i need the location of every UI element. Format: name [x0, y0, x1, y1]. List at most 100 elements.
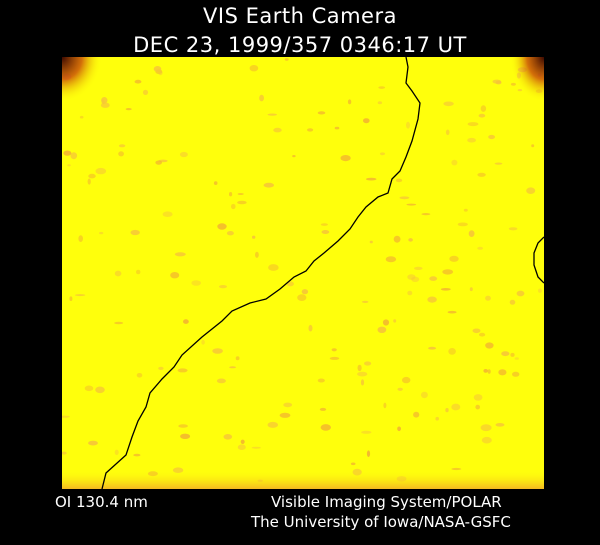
terminator-outline	[101, 57, 421, 489]
speckle	[134, 79, 142, 84]
corner-shading-top-right	[510, 57, 544, 102]
speckle	[364, 361, 372, 366]
speckle	[406, 121, 410, 129]
speckle	[329, 356, 340, 360]
speckle	[320, 424, 331, 431]
speckle	[136, 269, 141, 275]
speckle	[361, 300, 369, 303]
speckle	[377, 101, 383, 105]
speckle	[267, 113, 278, 116]
speckle	[488, 134, 495, 140]
speckle	[449, 255, 459, 262]
speckle	[475, 404, 481, 410]
speckle	[273, 127, 282, 133]
speckle	[317, 111, 326, 115]
speckle	[95, 167, 107, 175]
speckle	[361, 430, 372, 434]
speckle	[408, 238, 413, 242]
speckle	[63, 150, 72, 156]
speckle	[67, 164, 71, 167]
speckle	[477, 246, 484, 250]
speckle	[457, 222, 468, 227]
speckle	[538, 288, 542, 293]
speckle	[255, 251, 259, 258]
speckle	[478, 113, 486, 118]
speckle	[320, 223, 328, 226]
speckle	[402, 376, 411, 384]
speckle	[84, 385, 94, 392]
speckle	[88, 173, 96, 179]
limb-outline-right	[533, 236, 544, 284]
speckle	[88, 440, 98, 446]
speckle	[421, 213, 431, 216]
speckle	[70, 152, 78, 160]
speckle	[201, 339, 205, 345]
speckle	[235, 356, 240, 361]
speckle	[62, 415, 70, 418]
speckle	[492, 79, 502, 84]
speckle	[101, 97, 108, 104]
speckle	[357, 371, 368, 377]
speckle	[240, 439, 245, 444]
speckle	[229, 366, 237, 369]
speckle	[467, 122, 479, 127]
speckle	[174, 252, 186, 257]
speckle	[114, 321, 124, 325]
speckle	[435, 416, 440, 421]
speckle	[427, 296, 437, 303]
speckle	[468, 230, 475, 238]
speckle	[267, 421, 279, 428]
speckle	[420, 391, 428, 399]
speckle	[249, 65, 259, 72]
speckle	[118, 151, 124, 157]
speckle	[153, 66, 162, 72]
speckle	[516, 290, 525, 297]
speckle	[445, 129, 450, 136]
speckle	[382, 319, 390, 326]
speckle	[480, 105, 487, 112]
speckle	[406, 203, 417, 206]
speckle	[487, 369, 491, 374]
speckle	[213, 181, 218, 185]
speckle	[177, 368, 188, 373]
speckle	[360, 379, 365, 386]
speckle	[99, 231, 104, 235]
speckle	[74, 294, 86, 297]
speckle	[307, 128, 314, 132]
speckle	[485, 342, 494, 349]
speckle	[472, 328, 481, 334]
speckle	[357, 364, 362, 372]
speckle	[377, 326, 387, 333]
speckle	[158, 70, 163, 76]
camera-title: VIS Earth Camera	[203, 4, 397, 28]
speckle	[526, 187, 536, 194]
speckle	[319, 407, 327, 411]
speckle	[440, 288, 451, 291]
speckle	[331, 348, 337, 352]
speckle	[142, 89, 149, 95]
speckle	[251, 446, 261, 449]
speckle	[369, 240, 373, 244]
speckle	[393, 319, 397, 323]
speckle	[95, 386, 105, 394]
speckle	[448, 348, 456, 355]
speckle	[237, 193, 244, 195]
speckle	[407, 290, 413, 296]
speckle	[483, 369, 489, 373]
instrument-credit: Visible Imaging System/POLAR	[271, 493, 502, 511]
speckle	[393, 235, 401, 243]
speckle	[378, 86, 386, 89]
speckle	[79, 115, 84, 119]
speckle	[217, 223, 227, 230]
speckle	[485, 295, 491, 301]
speckle	[397, 387, 403, 391]
speckle	[179, 151, 188, 158]
speckle	[216, 378, 226, 384]
speckle	[379, 152, 386, 156]
speckle	[340, 155, 351, 162]
speckle	[366, 450, 371, 458]
speckle	[481, 436, 492, 444]
speckle	[219, 285, 227, 289]
speckle	[451, 159, 458, 166]
speckle	[463, 208, 468, 212]
